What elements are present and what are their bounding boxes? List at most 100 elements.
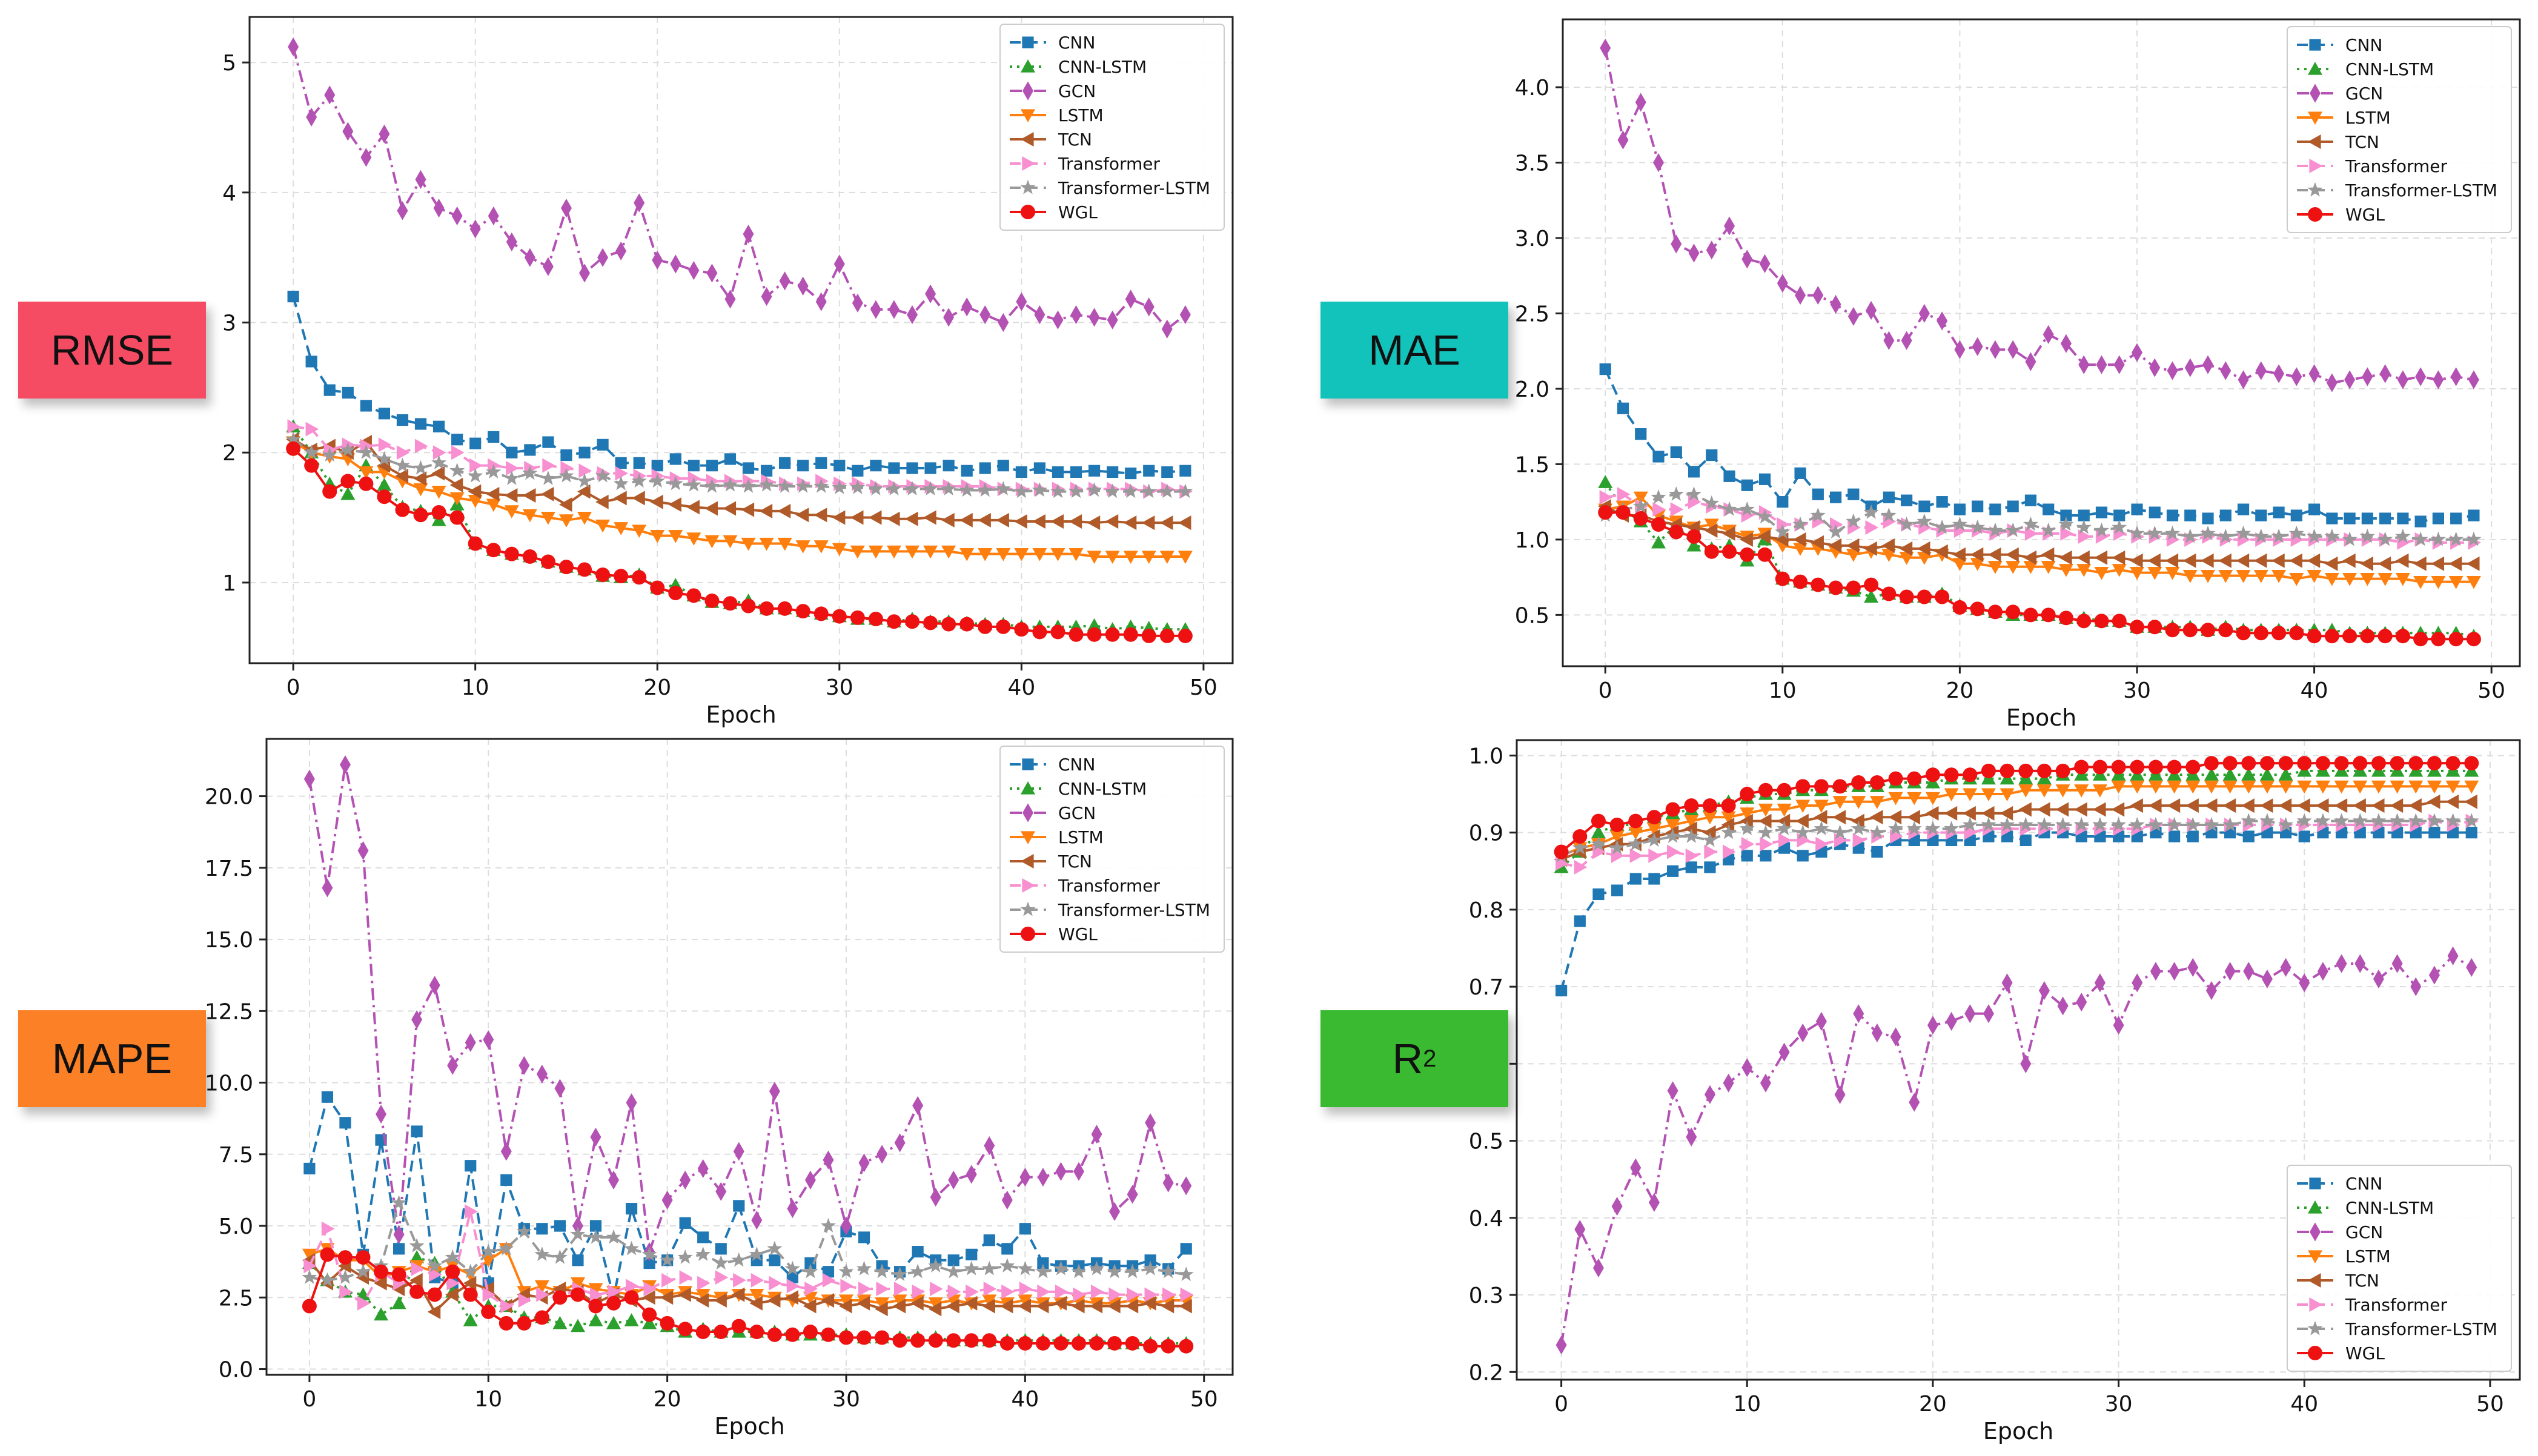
rmse-point <box>815 292 827 311</box>
mape-point <box>1071 1299 1085 1314</box>
rmse-point <box>1034 305 1045 325</box>
mape-legend: CNN CNN-LSTM GCN LSTM TCN Transformer Transfor… <box>999 746 1225 953</box>
mape-point <box>1142 1260 1158 1276</box>
mape-point <box>339 1284 353 1299</box>
mae-point <box>1651 517 1666 532</box>
mape-point <box>1071 1263 1087 1279</box>
rmse-point <box>396 445 410 460</box>
mae-point <box>1741 479 1753 491</box>
mape-point <box>519 1056 530 1075</box>
r2-point <box>2465 827 2477 839</box>
mape-point <box>391 1267 406 1282</box>
r2-point <box>2371 798 2385 813</box>
rmse-point <box>1087 482 1102 497</box>
rmse-point <box>688 471 701 486</box>
mae-point <box>1635 93 1646 112</box>
mape-legend-marker <box>1021 854 1034 869</box>
mae-point <box>1828 524 1844 539</box>
rmse-point <box>613 475 629 491</box>
rmse-point <box>1032 624 1047 640</box>
mae-point <box>2326 512 2338 524</box>
mape-point <box>499 1315 514 1331</box>
r2-point <box>1702 832 1718 847</box>
mae-point <box>2289 573 2304 586</box>
r2-point <box>2204 767 2219 781</box>
mae-point <box>2377 629 2393 644</box>
rmse-point <box>978 512 991 528</box>
rmse-xtick-label: 0 <box>287 675 300 700</box>
r2-point <box>1611 1197 1623 1216</box>
mae-point <box>2130 567 2144 580</box>
r2-point <box>1832 824 1848 839</box>
mae-point <box>1846 513 1861 528</box>
rmse-point <box>870 300 881 319</box>
rmse-point <box>522 549 537 564</box>
rmse-point <box>1159 483 1175 498</box>
r2-point <box>2334 813 2350 828</box>
mape-point <box>947 1254 959 1266</box>
mae-point <box>2413 556 2427 571</box>
mape-point <box>894 1282 907 1297</box>
mae-point <box>2307 629 2322 644</box>
mape-point <box>946 1333 961 1348</box>
mape-point <box>606 1229 621 1244</box>
mae-point <box>2058 611 2073 626</box>
rmse-point <box>668 530 683 543</box>
r2-legend-box <box>2287 1165 2512 1372</box>
mape-series-transformer <box>303 1204 1194 1314</box>
r2-point <box>2315 798 2329 813</box>
mape-point <box>715 1243 727 1255</box>
r2-point <box>2445 813 2461 828</box>
rmse-point <box>358 445 374 459</box>
mae-point <box>2397 370 2408 389</box>
r2-point <box>2073 816 2089 832</box>
rmse-point <box>558 468 574 483</box>
mape-label-text: MAPE <box>51 1035 173 1082</box>
mape-point <box>1018 1299 1031 1314</box>
r2-point <box>2297 756 2312 771</box>
rmse-point <box>741 598 756 614</box>
r2-legend-marker <box>2308 1346 2322 1360</box>
r2-point <box>1760 1073 1771 1093</box>
rmse-point <box>996 512 1009 528</box>
r2-point <box>2205 981 2217 1001</box>
mape-series-transformer-lstm <box>302 1195 1194 1287</box>
r2-point <box>2315 756 2330 771</box>
r2-point <box>2408 756 2424 771</box>
rmse-point <box>396 414 409 426</box>
r2-point <box>2185 759 2201 775</box>
mape-point <box>427 1287 442 1302</box>
mae-point <box>1757 509 1773 524</box>
rmse-point <box>506 446 518 458</box>
mae-point <box>1669 524 1684 540</box>
mae-ytick-label: 1.5 <box>1515 452 1549 477</box>
mape-point <box>660 1252 675 1267</box>
mape-point <box>608 1170 620 1190</box>
mape-point <box>892 1266 908 1282</box>
mape-point <box>481 1304 496 1319</box>
rmse-point <box>886 481 902 495</box>
rmse-label-text: RMSE <box>50 326 174 374</box>
mae-point <box>1599 490 1613 505</box>
mae-point <box>1721 501 1737 516</box>
r2-series-transformer-lstm <box>1554 813 2479 862</box>
mape-point <box>1073 1162 1084 1181</box>
mae-point <box>2379 364 2391 383</box>
mape-point <box>483 1030 494 1050</box>
r2-legend-marker <box>2309 1297 2322 1312</box>
mape-point <box>625 1279 639 1294</box>
r2-series-tcn <box>1554 794 2477 867</box>
mape-point <box>642 1315 657 1329</box>
rmse-ytick-label: 5 <box>222 51 236 76</box>
mae-point <box>2413 632 2428 647</box>
r2-point <box>1814 821 1829 835</box>
mape-point <box>1037 1257 1049 1269</box>
r2-point <box>1983 1004 1994 1024</box>
mae-point <box>1635 428 1647 440</box>
mape-legend-entry: Transformer <box>1058 876 1161 896</box>
rmse-point <box>413 471 427 486</box>
mae-point <box>1793 532 1806 547</box>
rmse-point <box>1141 515 1155 531</box>
mae-point <box>1829 517 1843 532</box>
mae-point <box>1917 552 1932 565</box>
